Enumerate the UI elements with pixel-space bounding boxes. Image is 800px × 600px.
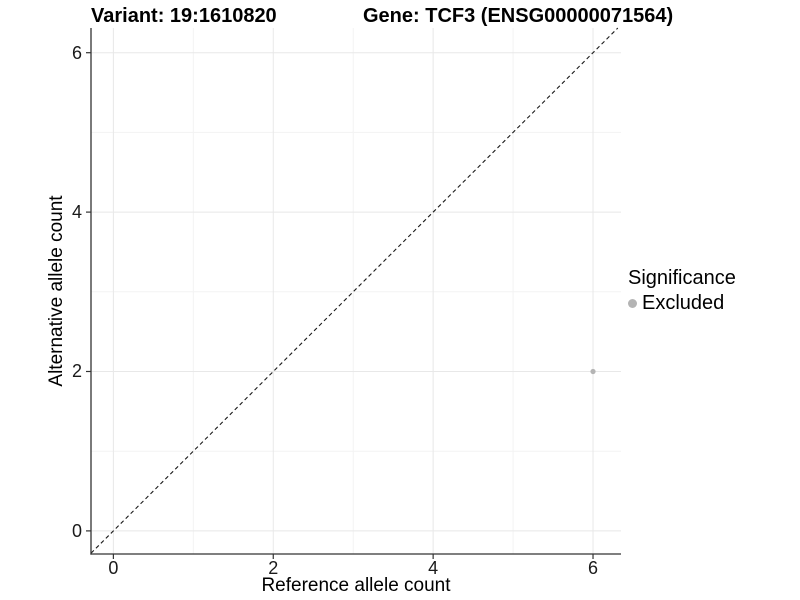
legend-title: Significance: [628, 267, 736, 289]
x-tick-label: 4: [428, 558, 439, 578]
y-tick-label: 4: [71, 202, 82, 223]
x-tick-label: 2: [268, 558, 279, 578]
y-tick-label: 6: [71, 42, 82, 63]
x-axis-title: Reference allele count: [261, 575, 451, 596]
y-axis-title: Alternative allele count: [46, 195, 67, 387]
legend: Significance Excluded: [628, 266, 736, 314]
identity-dashed-line: [90, 27, 619, 554]
x-tick-label: 0: [108, 558, 119, 578]
x-tick-label: 6: [588, 558, 599, 578]
y-tick-label: 0: [71, 520, 82, 541]
point-key-icon: [628, 298, 637, 308]
legend-entry-excluded: Excluded: [628, 292, 736, 314]
y-tick-label: 2: [71, 361, 82, 382]
variant-title: Variant: 19:1610820: [91, 5, 277, 27]
gene-title: Gene: TCF3 (ENSG00000071564): [363, 5, 674, 27]
legend-entry-label: Excluded: [642, 292, 725, 314]
data-point: [590, 368, 596, 375]
